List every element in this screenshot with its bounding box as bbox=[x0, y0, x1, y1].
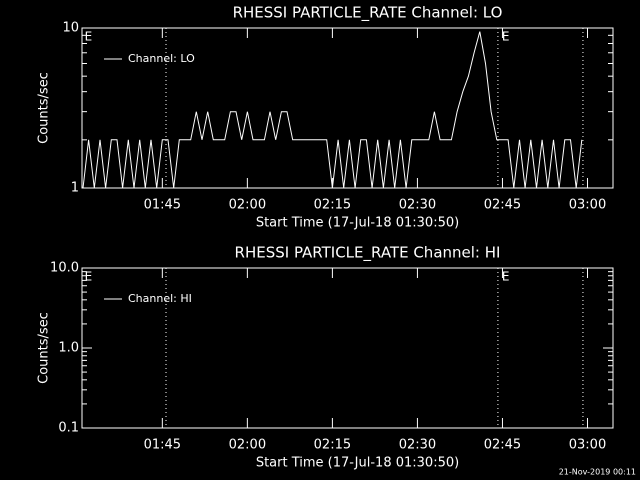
x-tick-label: 02:30 bbox=[399, 438, 436, 453]
annotation: E bbox=[502, 270, 510, 284]
y-axis-label: Counts/sec bbox=[37, 312, 52, 384]
x-tick-label: 02:15 bbox=[314, 198, 351, 213]
y-tick-label: 10 bbox=[62, 21, 79, 36]
annotation: E bbox=[85, 30, 93, 44]
footer: 21-Nov-2019 00:11 bbox=[559, 468, 636, 477]
x-tick-label: 02:45 bbox=[484, 438, 521, 453]
annotation: E bbox=[502, 30, 510, 44]
x-tick-label: 01:45 bbox=[144, 438, 181, 453]
plot-frame bbox=[81, 27, 614, 189]
chart-title: RHESSI PARTICLE_RATE Channel: LO bbox=[233, 4, 503, 23]
x-tick-label: 02:00 bbox=[229, 198, 266, 213]
y-axis-label: Counts/sec bbox=[37, 72, 52, 144]
y-tick-label: 0.1 bbox=[58, 421, 79, 436]
y-tick-label: 1 bbox=[71, 181, 79, 196]
x-tick-label: 02:00 bbox=[229, 438, 266, 453]
y-tick-label: 1.0 bbox=[58, 341, 79, 356]
x-tick-label: 03:00 bbox=[569, 438, 606, 453]
x-tick-label: 02:45 bbox=[484, 198, 521, 213]
legend-label: Channel: LO bbox=[128, 52, 195, 65]
x-tick-label: 03:00 bbox=[569, 198, 606, 213]
legend-label: Channel: HI bbox=[128, 292, 192, 305]
annotation: E bbox=[85, 270, 93, 284]
x-tick-label: 02:30 bbox=[399, 198, 436, 213]
chart-title: RHESSI PARTICLE_RATE Channel: HI bbox=[235, 244, 501, 263]
x-tick-label: 01:45 bbox=[144, 198, 181, 213]
data-line bbox=[82, 31, 583, 189]
x-axis-label: Start Time (17-Jul-18 01:30:50) bbox=[256, 216, 459, 231]
x-axis-label: Start Time (17-Jul-18 01:30:50) bbox=[256, 456, 459, 471]
x-tick-label: 02:15 bbox=[314, 438, 351, 453]
y-tick-label: 10.0 bbox=[50, 261, 79, 276]
